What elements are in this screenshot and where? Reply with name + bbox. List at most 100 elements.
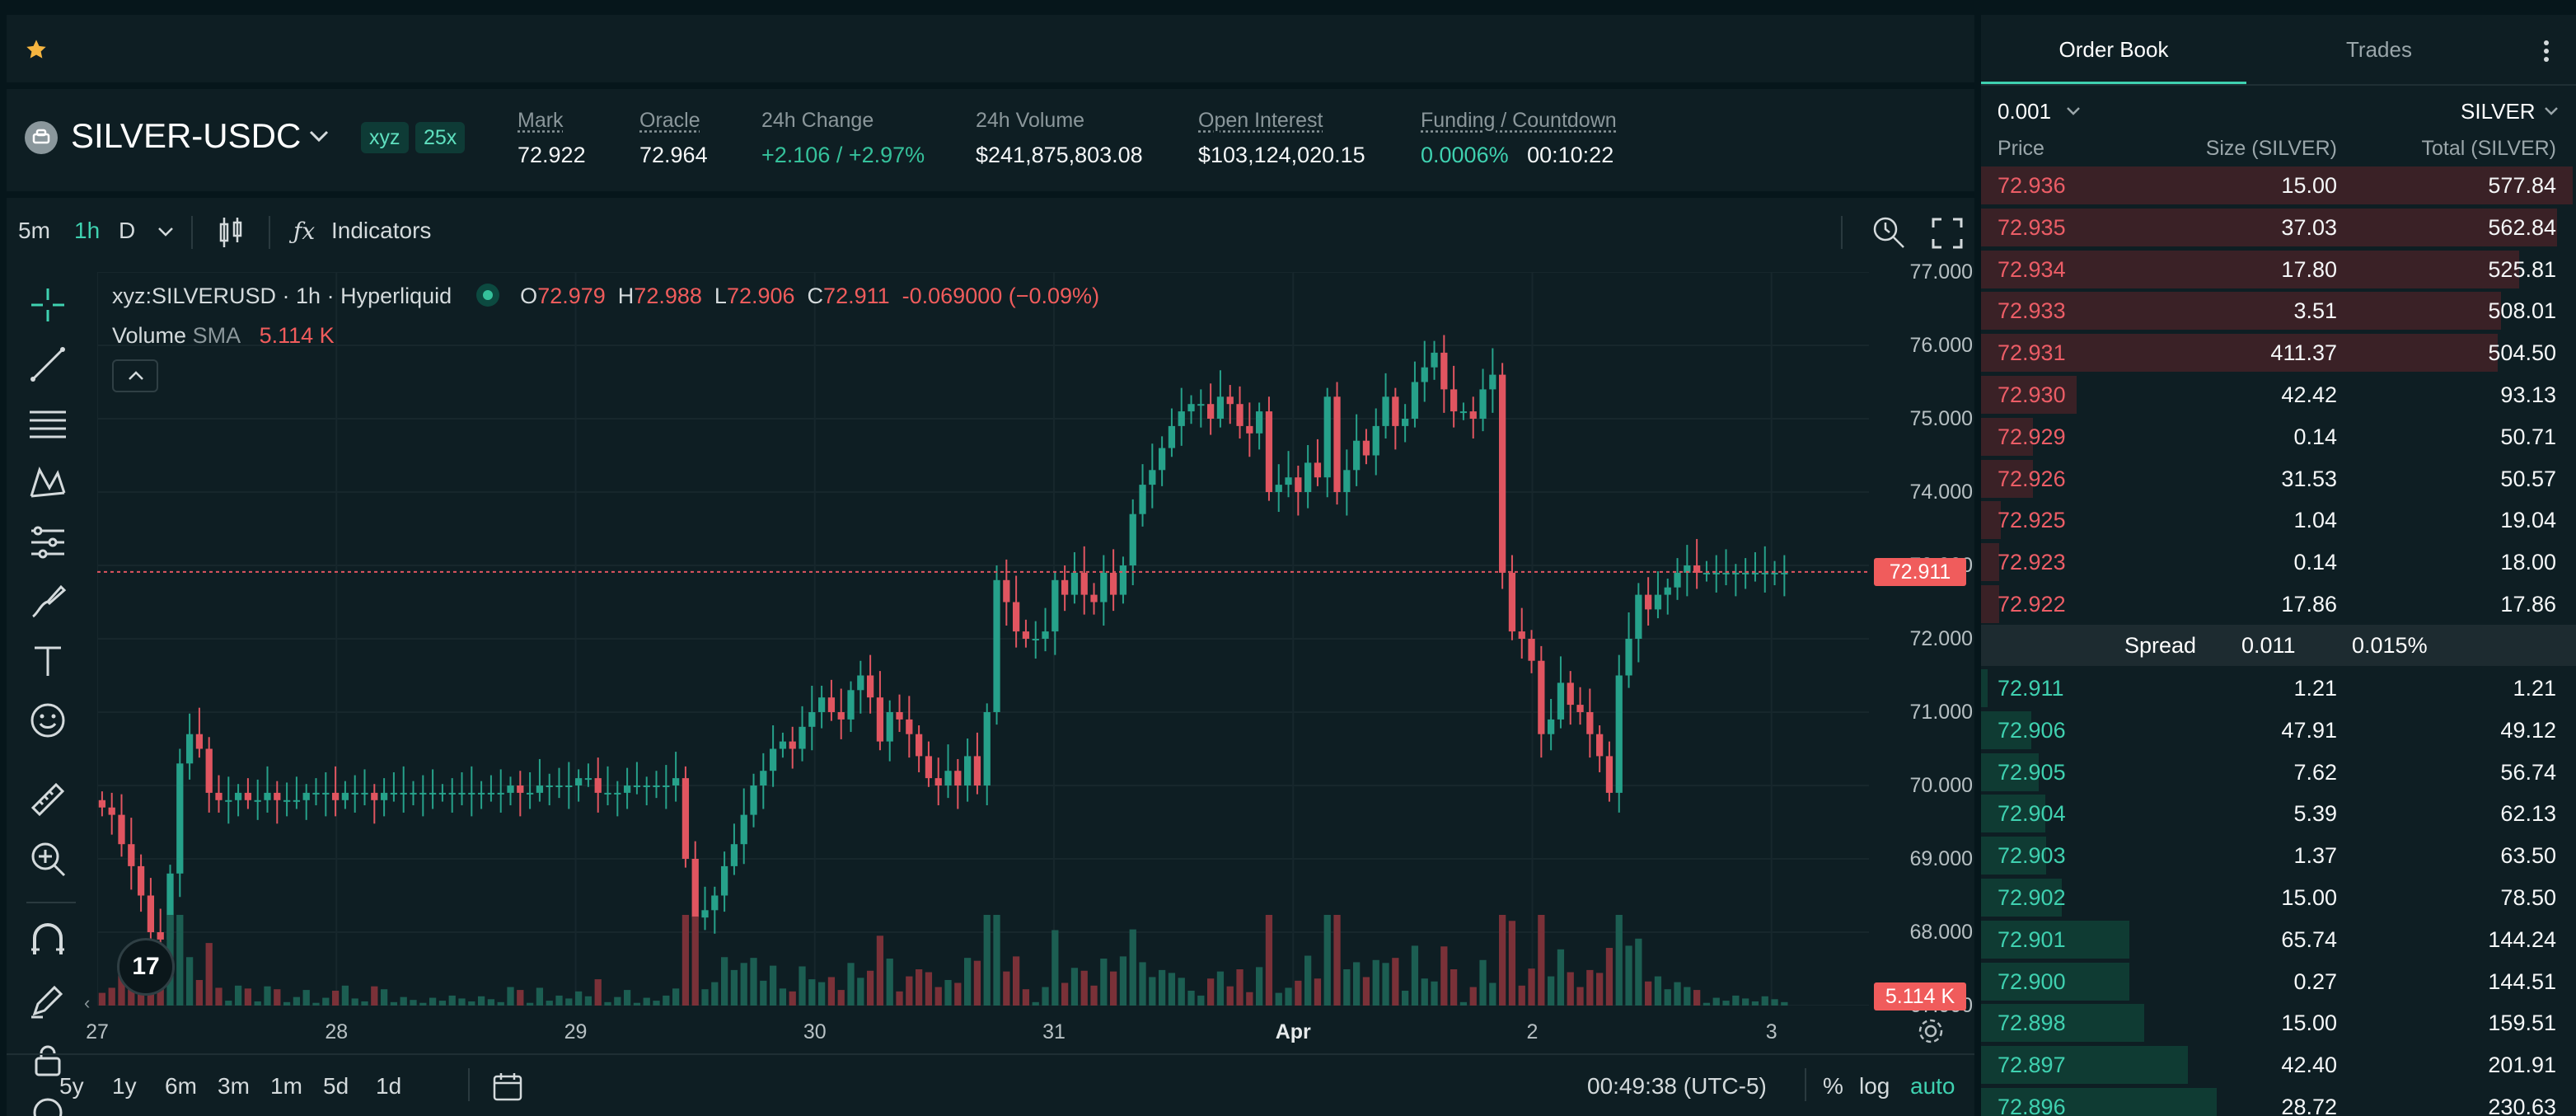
ask-row[interactable]: 72.929 0.14 50.71 bbox=[1981, 416, 2576, 457]
range-3m[interactable]: 3m bbox=[218, 1073, 250, 1099]
x-tick-label: 3 bbox=[1765, 1020, 1777, 1043]
ask-row[interactable]: 72.925 1.04 19.04 bbox=[1981, 499, 2576, 541]
volume-bar bbox=[1256, 967, 1263, 1006]
trend-line-icon[interactable] bbox=[28, 345, 68, 384]
ask-row[interactable]: 72.935 37.03 562.84 bbox=[1981, 207, 2576, 248]
percent-toggle[interactable]: % bbox=[1823, 1073, 1843, 1099]
bid-row[interactable]: 72.902 15.00 78.50 bbox=[1981, 877, 2576, 918]
candle-type-icon[interactable] bbox=[216, 216, 246, 249]
pattern-icon[interactable] bbox=[28, 463, 68, 503]
zoom-in-icon[interactable] bbox=[28, 839, 68, 879]
ask-row[interactable]: 72.936 15.00 577.84 bbox=[1981, 165, 2576, 206]
range-5y[interactable]: 5y bbox=[59, 1073, 84, 1099]
depth-bar bbox=[1981, 292, 2502, 331]
more-options-icon[interactable] bbox=[2541, 40, 2551, 63]
ask-row[interactable]: 72.922 17.86 17.86 bbox=[1981, 584, 2576, 625]
row-price: 72.904 bbox=[1998, 801, 2066, 827]
range-1y[interactable]: 1y bbox=[112, 1073, 137, 1099]
brush-icon[interactable] bbox=[28, 582, 68, 621]
candle-body bbox=[1557, 682, 1565, 720]
tradingview-logo[interactable]: 17 bbox=[117, 938, 175, 996]
leverage-badge[interactable]: 25x bbox=[415, 122, 466, 153]
y-tick-label: 76.000 bbox=[1909, 334, 1973, 357]
star-icon[interactable] bbox=[25, 38, 48, 61]
ask-row[interactable]: 72.934 17.80 525.81 bbox=[1981, 249, 2576, 290]
volume-bar bbox=[769, 965, 777, 1006]
candle-body bbox=[1159, 448, 1166, 471]
bid-row[interactable]: 72.900 0.27 144.51 bbox=[1981, 961, 2576, 1002]
row-size: 15.00 bbox=[2281, 1010, 2337, 1036]
ask-row[interactable]: 72.931 411.37 504.50 bbox=[1981, 332, 2576, 373]
chevron-down-icon[interactable] bbox=[2543, 106, 2560, 117]
ask-row[interactable]: 72.933 3.51 508.01 bbox=[1981, 290, 2576, 331]
volume-bar bbox=[312, 1002, 320, 1006]
collapse-legend-button[interactable] bbox=[112, 359, 158, 392]
candlestick-chart[interactable] bbox=[97, 272, 1869, 1006]
horizontal-lines-icon[interactable] bbox=[28, 404, 68, 443]
tab-order-book[interactable]: Order Book bbox=[1981, 15, 2246, 84]
tab-trades[interactable]: Trades bbox=[2346, 37, 2412, 62]
chevron-down-icon[interactable] bbox=[157, 226, 175, 237]
range-6m[interactable]: 6m bbox=[165, 1073, 197, 1099]
interval-5m[interactable]: 5m bbox=[18, 218, 50, 243]
fx-icon[interactable]: ƒx bbox=[293, 218, 316, 245]
price-axis[interactable]: 77.00076.00075.00074.00073.00072.00071.0… bbox=[1871, 260, 1973, 1017]
volume-bar bbox=[302, 990, 310, 1006]
chevron-down-icon[interactable] bbox=[308, 129, 330, 143]
range-1d[interactable]: 1d bbox=[376, 1073, 402, 1099]
depth-bar bbox=[1981, 208, 2558, 246]
bid-row[interactable]: 72.911 1.21 1.21 bbox=[1981, 668, 2576, 709]
ask-row[interactable]: 72.923 0.14 18.00 bbox=[1981, 542, 2576, 583]
volume-bar bbox=[371, 986, 378, 1006]
settings-icon[interactable] bbox=[1917, 1017, 1945, 1045]
fullscreen-icon[interactable] bbox=[1932, 218, 1963, 249]
tick-size-select[interactable]: 0.001 bbox=[1998, 99, 2052, 124]
row-size: 37.03 bbox=[2281, 214, 2337, 240]
volume-bar bbox=[438, 1001, 447, 1006]
range-1m[interactable]: 1m bbox=[270, 1073, 302, 1099]
row-price: 72.934 bbox=[1998, 256, 2066, 282]
ruler-icon[interactable] bbox=[28, 780, 68, 819]
candle-body bbox=[1382, 396, 1389, 426]
row-price: 72.929 bbox=[1998, 424, 2066, 449]
lock-icon[interactable] bbox=[28, 1040, 68, 1080]
bid-row[interactable]: 72.898 15.00 159.51 bbox=[1981, 1002, 2576, 1043]
range-5d[interactable]: 5d bbox=[323, 1073, 349, 1099]
forecast-icon[interactable] bbox=[28, 523, 68, 562]
crosshair-icon[interactable] bbox=[28, 285, 68, 325]
bid-row[interactable]: 72.903 1.37 63.50 bbox=[1981, 835, 2576, 876]
emoji-icon[interactable] bbox=[28, 701, 68, 740]
collapse-toolbar-icon[interactable]: ‹ bbox=[84, 992, 91, 1013]
visibility-icon[interactable] bbox=[28, 1093, 68, 1116]
bid-row[interactable]: 72.904 5.39 62.13 bbox=[1981, 793, 2576, 834]
col-price: Price bbox=[1998, 137, 2044, 160]
volume-bar bbox=[400, 996, 407, 1006]
unit-select[interactable]: SILVER bbox=[2461, 99, 2536, 124]
magnet-icon[interactable] bbox=[28, 921, 68, 961]
bid-row[interactable]: 72.897 42.40 201.91 bbox=[1981, 1044, 2576, 1086]
symbol-selector[interactable]: SILVER-USDC bbox=[71, 116, 302, 155]
date-range-icon[interactable] bbox=[491, 1070, 524, 1103]
candle-body bbox=[1343, 470, 1351, 492]
ask-row[interactable]: 72.926 31.53 50.57 bbox=[1981, 458, 2576, 499]
volume-bar bbox=[526, 1002, 534, 1006]
interval-d[interactable]: D bbox=[119, 218, 136, 243]
chevron-down-icon[interactable] bbox=[2065, 106, 2082, 117]
draw-mode-icon[interactable] bbox=[28, 981, 68, 1020]
bid-row[interactable]: 72.896 28.72 230.63 bbox=[1981, 1086, 2576, 1116]
candle-body bbox=[390, 792, 398, 795]
interval-1h[interactable]: 1h bbox=[74, 218, 101, 243]
bid-row[interactable]: 72.906 47.91 49.12 bbox=[1981, 710, 2576, 751]
auto-toggle[interactable]: auto bbox=[1910, 1073, 1955, 1099]
volume-bar bbox=[594, 979, 602, 1006]
chart-clock[interactable]: 00:49:38 (UTC-5) bbox=[1587, 1073, 1767, 1099]
text-tool-icon[interactable] bbox=[28, 641, 68, 681]
replay-search-icon[interactable] bbox=[1871, 214, 1907, 251]
bid-row[interactable]: 72.901 65.74 144.24 bbox=[1981, 919, 2576, 960]
indicators-button[interactable]: Indicators bbox=[331, 218, 432, 243]
bid-row[interactable]: 72.905 7.62 56.74 bbox=[1981, 752, 2576, 793]
volume-bar bbox=[1703, 1002, 1711, 1006]
row-price: 72.925 bbox=[1998, 508, 2066, 533]
log-toggle[interactable]: log bbox=[1859, 1073, 1890, 1099]
ask-row[interactable]: 72.930 42.42 93.13 bbox=[1981, 374, 2576, 415]
